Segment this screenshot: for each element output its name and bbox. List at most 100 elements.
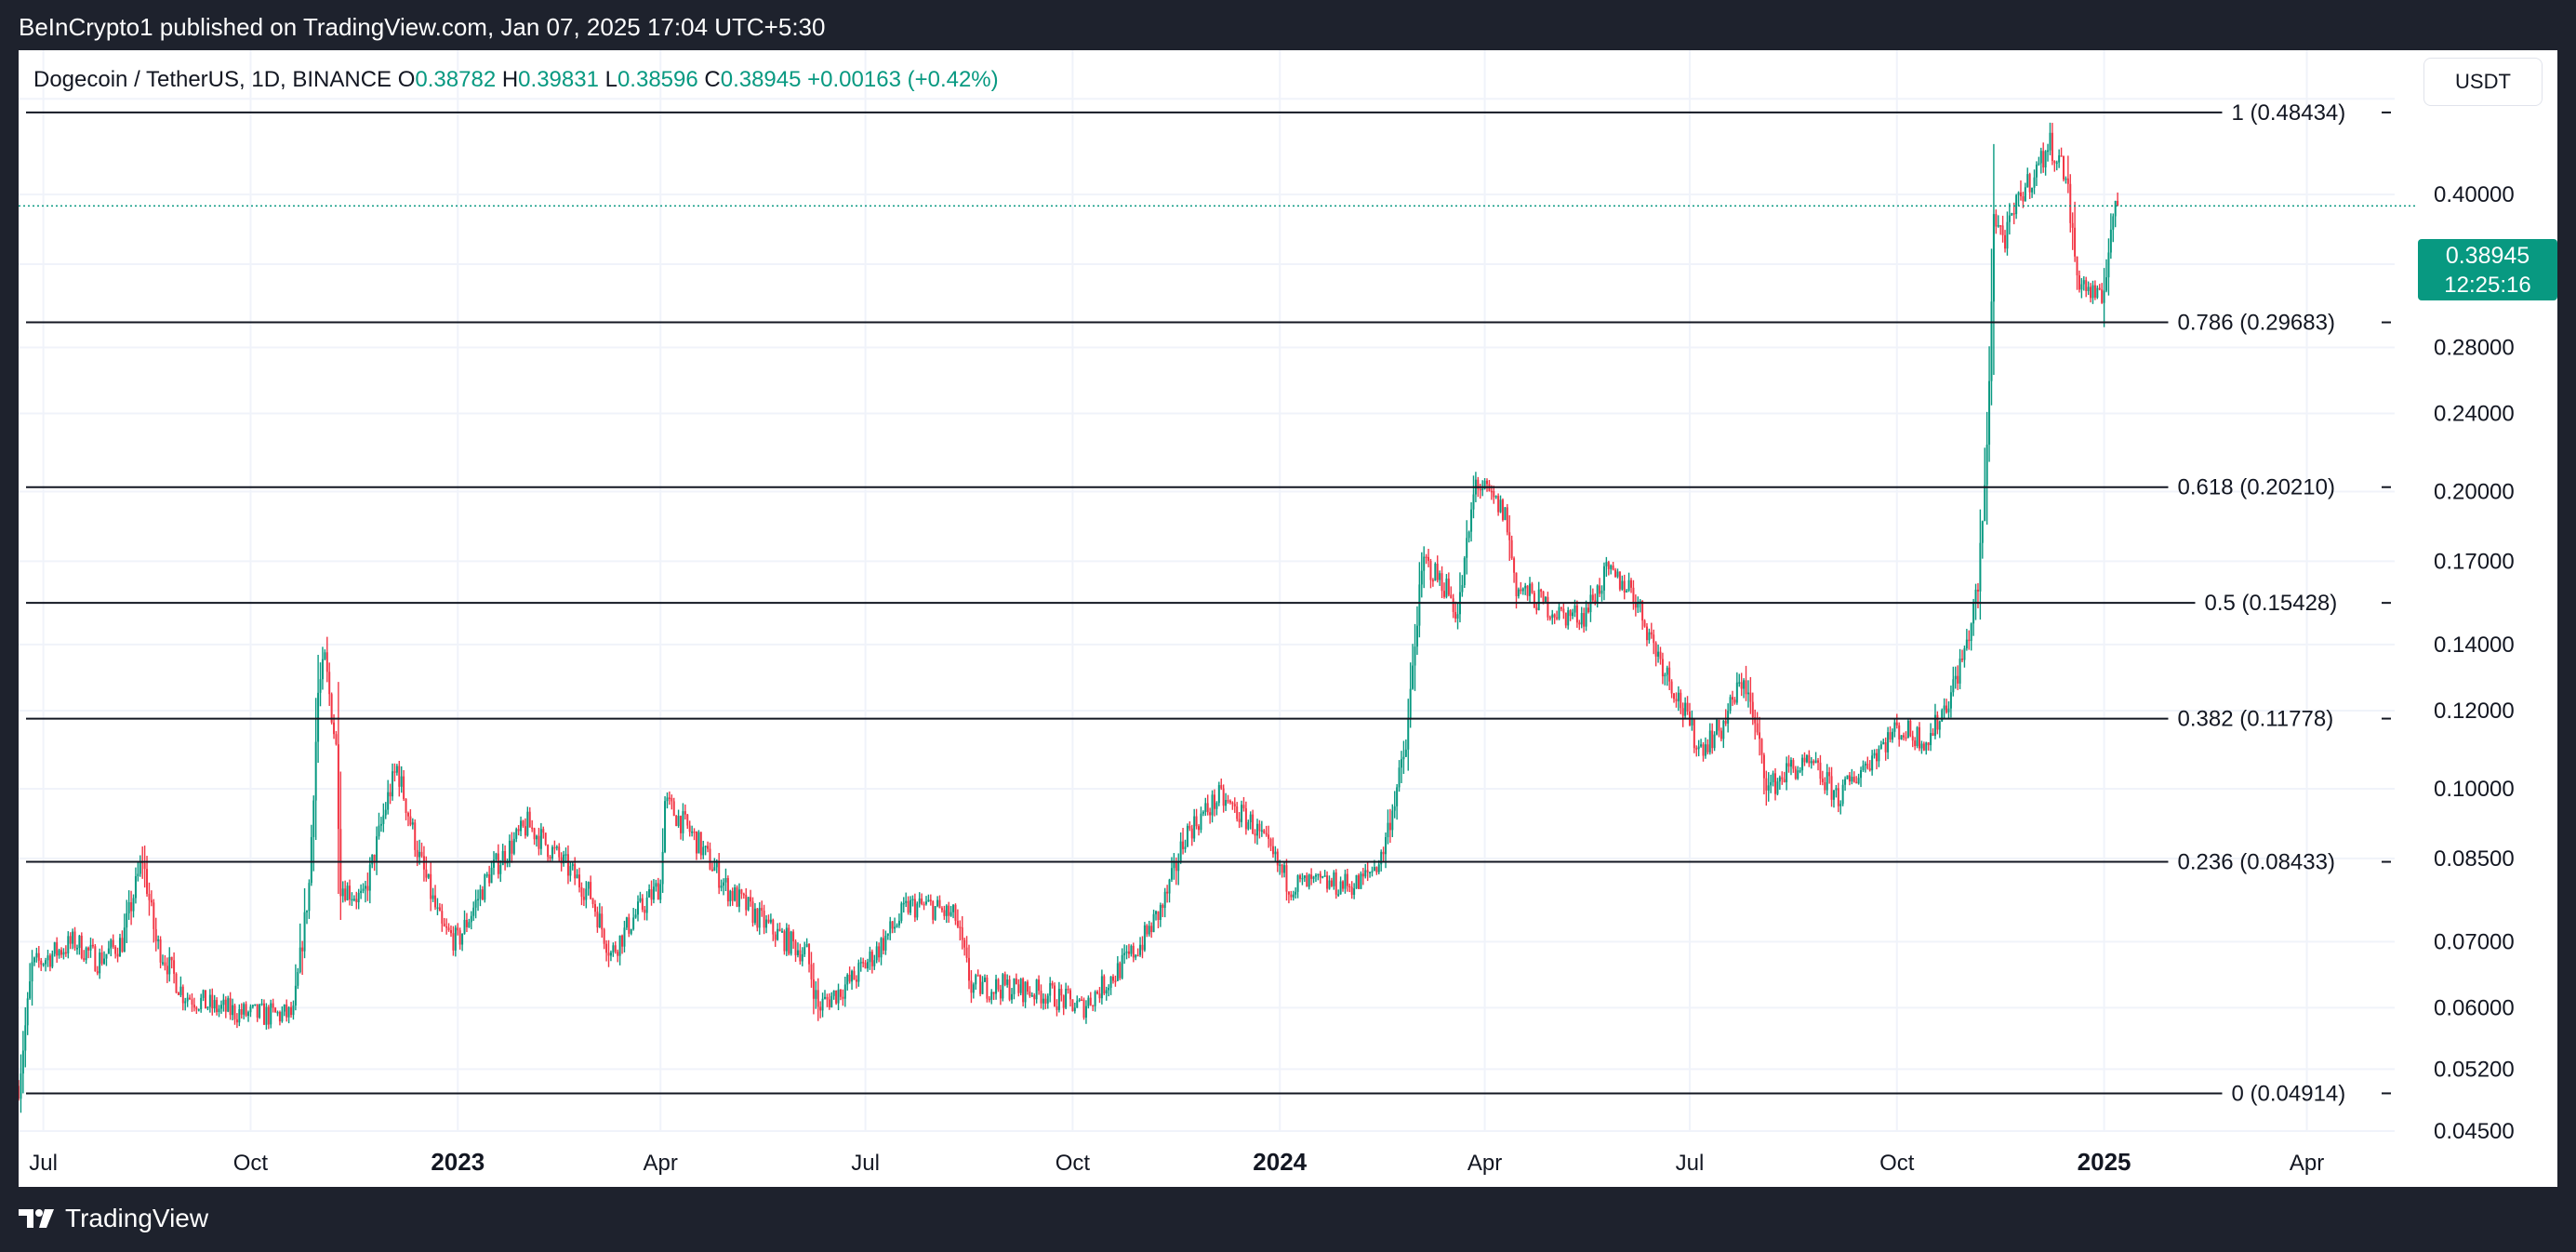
candle-body	[484, 874, 486, 900]
candle-body	[35, 952, 38, 958]
candle-body	[745, 895, 748, 911]
candle-body	[1321, 876, 1324, 878]
candle-body	[1269, 838, 1272, 846]
tradingview-logo-icon	[19, 1209, 54, 1228]
candle-body	[1903, 735, 1905, 738]
candle-body	[609, 952, 612, 956]
candle-body	[1393, 806, 1396, 811]
candle-body	[395, 766, 398, 773]
publisher-line: BeInCrypto1 published on TradingView.com…	[19, 13, 826, 41]
candle-body	[1065, 988, 1068, 1008]
candle-body	[1889, 732, 1892, 740]
candle-body	[1215, 803, 1218, 809]
candle-body	[1805, 754, 1808, 763]
candle-body	[1493, 491, 1495, 498]
candle-body	[1650, 632, 1653, 635]
candle-body	[1170, 868, 1173, 880]
candle-body	[2065, 178, 2067, 180]
candle-body	[1387, 822, 1389, 838]
candle-body	[547, 845, 550, 858]
candle-body	[1346, 873, 1348, 886]
candle-body	[110, 939, 113, 949]
candle-body	[1227, 800, 1229, 802]
y-axis-tick-label: 0.10000	[2434, 777, 2515, 802]
currency-unit-button[interactable]: USDT	[2423, 58, 2543, 106]
candle-body	[2082, 280, 2085, 285]
candle-body	[314, 741, 317, 801]
candle-body	[324, 652, 326, 659]
candle-body	[1600, 590, 1603, 594]
candle-body	[1952, 679, 1955, 693]
candle-body	[403, 776, 405, 799]
candle-body	[843, 984, 846, 999]
candle-body	[1857, 778, 1860, 784]
candle-body	[477, 899, 480, 901]
price-chart[interactable]: 1 (0.48434) 0.786 (0.29683) 0.618 (0.20210…	[19, 50, 2557, 1187]
candle-body	[774, 934, 777, 940]
candle-body	[1295, 891, 1297, 895]
candle-body	[1089, 997, 1092, 1006]
candle-body	[384, 809, 387, 816]
candle-body	[143, 863, 146, 870]
candle-body	[1466, 538, 1468, 558]
candle-body	[566, 854, 569, 876]
candle-body	[1477, 479, 1480, 489]
candle-body	[235, 1019, 238, 1023]
tradingview-logo[interactable]: TradingView	[19, 1204, 208, 1233]
candle-body	[1677, 692, 1680, 701]
candle-body	[1828, 772, 1831, 777]
candle-body	[1415, 625, 1418, 647]
candle-body	[815, 990, 817, 999]
candle-body	[612, 945, 615, 953]
candle-body	[409, 816, 412, 825]
legend-low-label: L	[599, 67, 617, 92]
candle-body	[1914, 740, 1917, 747]
candle-body	[1524, 585, 1527, 589]
candle-body	[351, 899, 353, 901]
candle-body	[2022, 196, 2025, 202]
candle-body	[555, 846, 558, 848]
candle-body	[780, 931, 783, 933]
candle-body	[1630, 579, 1633, 588]
candle-body	[1884, 742, 1887, 753]
candle-body	[501, 850, 504, 866]
candle-body	[736, 886, 738, 907]
candle-body	[1252, 814, 1255, 834]
candle-body	[46, 955, 49, 961]
candle-body	[1700, 744, 1703, 747]
candle-body	[880, 938, 883, 958]
candle-body	[1521, 588, 1524, 592]
x-axis-tick-label: Apr	[644, 1151, 678, 1176]
candle-body	[522, 820, 524, 827]
candle-body	[1263, 830, 1266, 833]
candle-body	[724, 878, 727, 883]
candle-body	[132, 898, 135, 912]
candle-body	[2114, 201, 2117, 217]
candle-body	[655, 883, 657, 887]
candle-body	[1875, 753, 1878, 762]
candle-body	[2098, 287, 2101, 290]
y-axis-tick-label: 0.40000	[2434, 182, 2515, 207]
candle-body	[1985, 445, 1988, 486]
candle-body	[2044, 151, 2047, 167]
candle-body	[986, 977, 989, 999]
candle-body	[1026, 981, 1029, 992]
candle-body	[810, 964, 813, 979]
candle-body	[1898, 725, 1901, 739]
chart-frame[interactable]: 1 (0.48434) 0.786 (0.29683) 0.618 (0.20210…	[19, 50, 2557, 1187]
tradingview-brand: TradingView	[65, 1204, 209, 1232]
candle-body	[688, 825, 691, 832]
candle-body	[26, 998, 29, 1026]
candle-body	[2080, 284, 2083, 290]
candle-body	[1537, 589, 1540, 611]
candle-body	[470, 915, 472, 923]
candle-body	[1614, 569, 1617, 578]
candle-body	[1887, 732, 1890, 753]
candle-body	[1564, 612, 1567, 626]
candle-body	[1067, 988, 1069, 991]
candle-body	[707, 846, 710, 849]
candle-body	[695, 832, 697, 854]
last-price-value: 0.38945	[2445, 243, 2530, 269]
candle-body	[245, 1004, 247, 1017]
candle-body	[2096, 287, 2099, 298]
